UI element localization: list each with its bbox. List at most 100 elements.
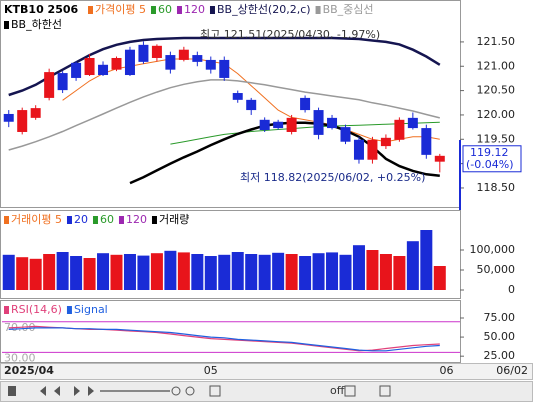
tb-btn[interactable] xyxy=(185,386,195,396)
y-tick-label: 75.00 xyxy=(484,311,516,324)
legend-label: 60 xyxy=(100,213,114,226)
tb-btn[interactable] xyxy=(209,385,221,397)
volume-bar xyxy=(272,252,285,290)
legend-swatch xyxy=(151,216,157,224)
candle-body xyxy=(98,64,109,76)
tb-off[interactable]: off xyxy=(330,384,345,397)
candle-body xyxy=(138,44,149,62)
y-tick-label: 121.50 xyxy=(477,35,516,48)
volume-bar xyxy=(137,255,150,290)
volume-bar xyxy=(29,258,42,290)
volume-bar xyxy=(420,230,433,290)
volume-bar xyxy=(326,252,339,290)
candle-body xyxy=(205,59,216,70)
y-tick-label: 50.00 xyxy=(484,330,516,343)
volume-bar xyxy=(177,252,190,290)
candle-body xyxy=(151,45,162,58)
legend-label: 60 xyxy=(158,3,172,16)
volume-bar xyxy=(406,241,419,290)
volume-bar xyxy=(191,254,204,290)
legend-label: 거래이평 5 xyxy=(11,213,62,226)
tb-btn[interactable] xyxy=(344,385,356,397)
candle-body xyxy=(17,110,28,132)
candle-body xyxy=(327,117,338,129)
legend-label: BB_중심선 xyxy=(323,3,374,16)
legend-label: 20 xyxy=(74,213,88,226)
legend-swatch xyxy=(118,216,124,224)
candle-body xyxy=(232,93,243,100)
scroll[interactable] xyxy=(100,390,170,392)
candle-body xyxy=(394,119,405,140)
volume-bar xyxy=(16,257,29,290)
candle-body xyxy=(84,57,95,76)
volume-bar xyxy=(379,254,392,290)
legend-swatch xyxy=(66,216,72,224)
y-tick-label: 118.50 xyxy=(477,181,516,194)
candle-body xyxy=(192,55,203,62)
x-tick-label: 05 xyxy=(204,364,218,377)
volume-bar xyxy=(299,256,312,290)
legend-swatch xyxy=(4,216,9,224)
volume-bar xyxy=(110,254,123,290)
volume-bar xyxy=(70,256,83,290)
candle-body xyxy=(421,128,432,155)
legend-swatch xyxy=(150,6,156,14)
volume-bar xyxy=(123,254,136,290)
tb-btn[interactable] xyxy=(8,386,16,396)
toolbar xyxy=(0,381,533,402)
candle-body xyxy=(300,97,311,111)
tb-btn[interactable] xyxy=(40,386,46,396)
ref-label: 30.00 xyxy=(4,351,36,364)
candle-body xyxy=(380,137,391,147)
rsi-line xyxy=(8,327,440,352)
y-tick-label: 120.00 xyxy=(477,108,516,121)
candle-body xyxy=(313,110,324,135)
candle-body xyxy=(367,139,378,160)
volume-bar xyxy=(204,256,217,290)
tb-btn[interactable] xyxy=(379,385,391,397)
candle-body xyxy=(246,99,257,111)
volume-bar xyxy=(312,253,325,290)
volume-bar xyxy=(83,258,96,290)
legend-label: RSI(14,6) xyxy=(11,303,62,316)
y-tick-label: 119.50 xyxy=(477,132,516,145)
legend-swatch xyxy=(92,216,98,224)
date-corner: 06/02 xyxy=(496,364,528,377)
volume-bar xyxy=(218,254,231,290)
price-tag xyxy=(462,145,522,173)
tb-btn[interactable] xyxy=(54,386,60,396)
volume-bar xyxy=(43,254,56,290)
annotation-low: 최저 118.82(2025/06/02, +0.25%) xyxy=(240,171,425,184)
x-tick-label: 2025/04 xyxy=(4,364,54,377)
tb-btn[interactable] xyxy=(171,386,181,396)
price-tag-value: 119.12 xyxy=(470,146,509,159)
candle-body xyxy=(30,108,41,118)
volume-bar xyxy=(2,254,15,290)
candle-body xyxy=(57,73,68,91)
volume-bar xyxy=(258,254,271,290)
candle-body xyxy=(259,119,270,131)
legend-swatch xyxy=(4,306,9,314)
tb-btn[interactable] xyxy=(74,386,80,396)
volume-panel xyxy=(0,210,461,299)
y-tick-label: 120.50 xyxy=(477,84,516,97)
x-tick-label: 06 xyxy=(440,364,454,377)
legend-label: BB_하한선 xyxy=(11,17,62,31)
y-tick-label: 50,000 xyxy=(477,263,516,276)
candle-body xyxy=(165,55,176,70)
volume-bar xyxy=(393,256,406,290)
candle-body xyxy=(178,49,189,60)
rsi-panel xyxy=(0,300,461,363)
candle-body xyxy=(44,72,55,98)
candle-body xyxy=(219,59,230,78)
overlay-line xyxy=(8,36,441,97)
tb-btn[interactable] xyxy=(88,386,94,396)
candle-body xyxy=(71,62,82,78)
legend-label: 가격이평 5 xyxy=(95,3,146,16)
legend-swatch xyxy=(209,6,215,14)
legend-swatch xyxy=(88,6,93,14)
candle-body xyxy=(340,127,351,142)
y-tick-label: 25.00 xyxy=(484,349,516,362)
y-tick-label: 121.00 xyxy=(477,59,516,72)
